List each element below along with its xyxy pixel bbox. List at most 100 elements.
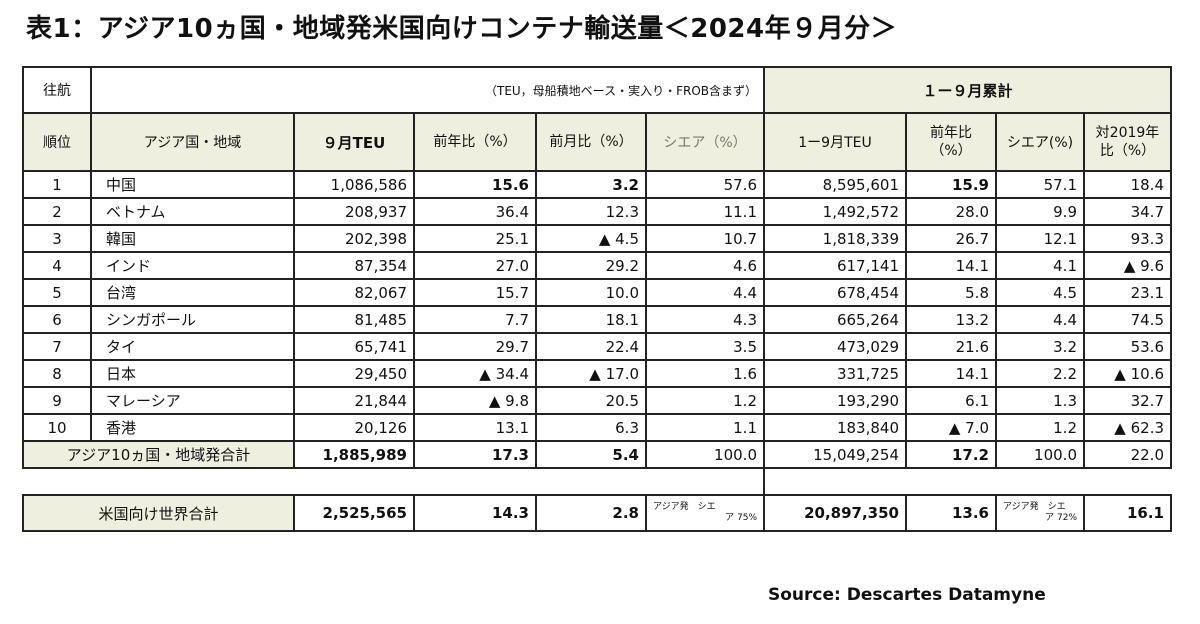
cell-mom: ▲ 4.5 xyxy=(535,224,647,253)
cell-yoy: ▲ 9.8 xyxy=(413,386,537,415)
cell-vs2019: 93.3 xyxy=(1083,224,1172,253)
column-header: 対2019年比（%） xyxy=(1083,112,1172,172)
total-row: アジア10ヵ国・地域発合計 1,885,989 17.3 5.4 100.0 1… xyxy=(22,440,1172,469)
cell-vs2019: 53.6 xyxy=(1083,332,1172,361)
cell-share: 4.6 xyxy=(645,251,765,280)
cell-yoy: 15.6 xyxy=(413,170,537,199)
total-share: 100.0 xyxy=(645,440,765,469)
cell-teu: 81,485 xyxy=(293,305,415,334)
cell-name: インド xyxy=(90,251,295,280)
cell-mom: 10.0 xyxy=(535,278,647,307)
table-row: 10 香港 20,126 13.1 6.3 1.1 183,840 ▲ 7.0 1.2 ▲ 62.… xyxy=(22,413,1172,442)
cell-cum-teu: 193,290 xyxy=(763,386,907,415)
world-cum-asia-share: アジア発 シエ ア 72% xyxy=(995,494,1085,532)
cell-cum-yoy: 21.6 xyxy=(905,332,997,361)
cell-mom: 12.3 xyxy=(535,197,647,226)
source-note: Source: Descartes Datamyne xyxy=(768,585,1046,605)
column-header: 前年比（%） xyxy=(905,112,997,172)
cell-name: 香港 xyxy=(90,413,295,442)
cell-cum-yoy: 14.1 xyxy=(905,251,997,280)
column-header: 順位 xyxy=(22,112,92,172)
cell-mom: 20.5 xyxy=(535,386,647,415)
cell-mom: 29.2 xyxy=(535,251,647,280)
column-header: シエア(%) xyxy=(995,112,1085,172)
total-teu: 1,885,989 xyxy=(293,440,415,469)
cell-teu: 29,450 xyxy=(293,359,415,388)
cell-rank: 10 xyxy=(22,413,92,442)
cell-cum-share: 9.9 xyxy=(995,197,1085,226)
world-teu: 2,525,565 xyxy=(293,494,415,532)
cell-yoy: 15.7 xyxy=(413,278,537,307)
cell-cum-share: 3.2 xyxy=(995,332,1085,361)
cell-mom: 22.4 xyxy=(535,332,647,361)
total-label: アジア10ヵ国・地域発合計 xyxy=(22,440,295,469)
total-vs2019: 22.0 xyxy=(1083,440,1172,469)
total-cum-yoy: 17.2 xyxy=(905,440,997,469)
cell-cum-teu: 8,595,601 xyxy=(763,170,907,199)
table-row: 9 マレーシア 21,844 ▲ 9.8 20.5 1.2 193,290 6.1 1.3 32.… xyxy=(22,386,1172,415)
cell-share: 10.7 xyxy=(645,224,765,253)
cell-rank: 9 xyxy=(22,386,92,415)
cell-vs2019: ▲ 9.6 xyxy=(1083,251,1172,280)
unit-note: （TEU，母船積地ベース・実入り・FROB含まず） xyxy=(91,66,765,114)
cell-cum-teu: 1,492,572 xyxy=(763,197,907,226)
cell-rank: 1 xyxy=(22,170,92,199)
table-row: 5 台湾 82,067 15.7 10.0 4.4 678,454 5.8 4.5 23.1 xyxy=(22,278,1172,307)
cell-vs2019: ▲ 62.3 xyxy=(1083,413,1172,442)
cell-share: 1.1 xyxy=(645,413,765,442)
table-row: 8 日本 29,450 ▲ 34.4 ▲ 17.0 1.6 331,725 14.1 2.2 ▲ … xyxy=(22,359,1172,388)
cell-mom: 3.2 xyxy=(535,170,647,199)
cell-vs2019: 34.7 xyxy=(1083,197,1172,226)
cell-rank: 7 xyxy=(22,332,92,361)
cell-vs2019: 18.4 xyxy=(1083,170,1172,199)
total-cum-share: 100.0 xyxy=(995,440,1085,469)
cell-cum-teu: 473,029 xyxy=(763,332,907,361)
table-row: 7 タイ 65,741 29.7 22.4 3.5 473,029 21.6 3.2 53.6 xyxy=(22,332,1172,361)
world-vs2019: 16.1 xyxy=(1083,494,1172,532)
cell-yoy: 13.1 xyxy=(413,413,537,442)
cell-name: 中国 xyxy=(90,170,295,199)
total-cum-teu: 15,049,254 xyxy=(763,440,907,469)
cell-vs2019: 74.5 xyxy=(1083,305,1172,334)
cell-cum-yoy: 28.0 xyxy=(905,197,997,226)
cell-cum-teu: 331,725 xyxy=(763,359,907,388)
cell-rank: 5 xyxy=(22,278,92,307)
cell-teu: 208,937 xyxy=(293,197,415,226)
total-mom: 5.4 xyxy=(535,440,647,469)
cell-share: 57.6 xyxy=(645,170,765,199)
cell-share: 3.5 xyxy=(645,332,765,361)
cell-rank: 6 xyxy=(22,305,92,334)
direction-label: 往航 xyxy=(22,66,92,114)
cell-share: 1.2 xyxy=(645,386,765,415)
table-row: 4 インド 87,354 27.0 29.2 4.6 617,141 14.1 4.1 ▲ 9.6 xyxy=(22,251,1172,280)
world-total-row: 米国向け世界合計 2,525,565 14.3 2.8 アジア発 シエ ア 75… xyxy=(22,494,1172,532)
cell-cum-share: 12.1 xyxy=(995,224,1085,253)
column-header: 前月比（%） xyxy=(535,112,647,172)
cell-cum-teu: 665,264 xyxy=(763,305,907,334)
column-header: 前年比（%） xyxy=(413,112,537,172)
cell-share: 1.6 xyxy=(645,359,765,388)
cell-rank: 8 xyxy=(22,359,92,388)
cell-name: ベトナム xyxy=(90,197,295,226)
cell-mom: 18.1 xyxy=(535,305,647,334)
cell-cum-share: 4.5 xyxy=(995,278,1085,307)
cell-mom: ▲ 17.0 xyxy=(535,359,647,388)
world-asia-share: アジア発 シエ ア 75% xyxy=(645,494,765,532)
cell-name: 台湾 xyxy=(90,278,295,307)
cell-name: シンガポール xyxy=(90,305,295,334)
world-yoy: 14.3 xyxy=(413,494,537,532)
world-total-label: 米国向け世界合計 xyxy=(22,494,295,532)
cell-rank: 4 xyxy=(22,251,92,280)
cell-cum-yoy: 26.7 xyxy=(905,224,997,253)
cell-cum-share: 4.4 xyxy=(995,305,1085,334)
cell-cum-teu: 678,454 xyxy=(763,278,907,307)
cell-yoy: ▲ 34.4 xyxy=(413,359,537,388)
cell-name: 韓国 xyxy=(90,224,295,253)
cell-teu: 202,398 xyxy=(293,224,415,253)
column-header: 1ー9月TEU xyxy=(763,112,907,172)
cell-name: 日本 xyxy=(90,359,295,388)
total-yoy: 17.3 xyxy=(413,440,537,469)
cell-cum-share: 4.1 xyxy=(995,251,1085,280)
cell-yoy: 25.1 xyxy=(413,224,537,253)
column-header: アジア国・地域 xyxy=(90,112,295,172)
